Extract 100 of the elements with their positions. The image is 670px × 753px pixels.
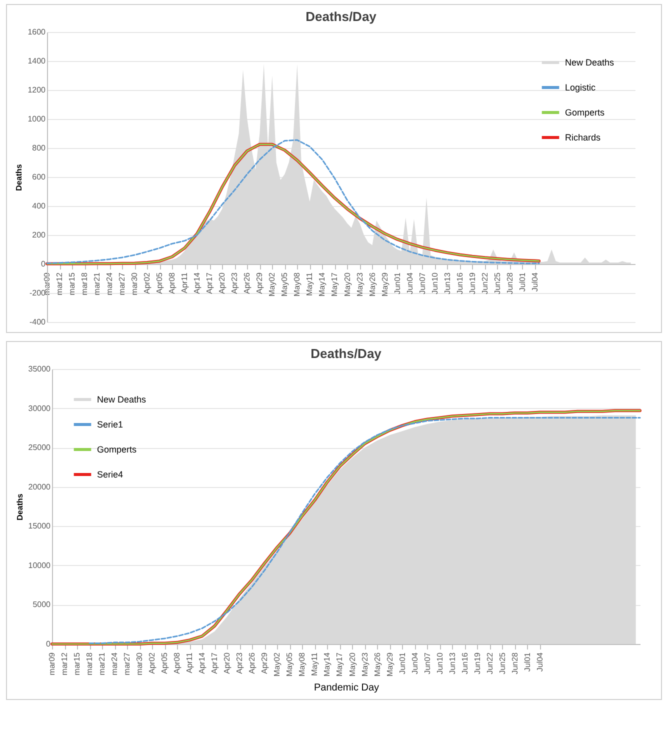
x-tick-label: Jun22 [480,272,490,294]
x-tick-label: Jun13 [448,652,457,674]
x-tick-label: Jun19 [472,652,482,674]
x-tick-label: mar21 [92,272,102,296]
x-tick-label: May20 [348,652,357,677]
x-tick-label: May29 [380,272,390,297]
x-tick-label: Apr23 [230,272,240,294]
y-tick-label: 0 [46,640,52,648]
y-tick-label: -400 [29,318,46,326]
x-tick-label: Jun07 [422,652,432,674]
y-tick-label: 20000 [28,482,52,492]
x-tick-label: mar12 [55,272,64,296]
x-tick-label: Apr11 [180,272,190,294]
x-tick-label: mar21 [98,652,107,676]
x-tick-label: mar30 [135,652,144,676]
x-tick-label: May29 [385,652,394,677]
x-tick-label: May08 [298,652,307,677]
legend-label: New Deaths [97,394,147,404]
x-tick-label: Jun01 [398,652,407,674]
y-tick-label: 1200 [28,86,46,94]
x-tick-label: May02 [272,652,282,677]
x-tick-label: mar24 [110,652,120,676]
y-tick-label: 5000 [32,600,52,610]
x-tick-label: May11 [305,272,314,296]
x-tick-label: Jun25 [492,272,502,294]
x-tick-label: Apr02 [142,272,152,294]
x-tick-label: Jun13 [442,272,452,294]
x-tick-label: Apr05 [160,652,170,674]
x-tick-label: Jul01 [518,272,527,292]
x-tick-label: Apr02 [148,652,157,674]
x-tick-label: Apr17 [205,272,214,294]
legend-label: Gomperts [565,108,606,118]
x-tick-label: May14 [318,272,327,297]
x-tick-label: May05 [280,272,290,297]
y-tick-label: 10000 [28,560,52,570]
x-tick-label: Apr14 [192,272,202,294]
x-tick-label: mar18 [80,272,90,296]
y-tick-label: -200 [29,288,46,298]
x-tick-label: Apr26 [242,272,252,294]
x-tick-label: Apr11 [185,652,194,674]
x-tick-label: Apr14 [198,652,207,674]
x-tick-label: May08 [292,272,302,297]
legend-label: Serie1 [97,420,124,430]
x-tick-label: May26 [368,272,377,297]
x-tick-label: Apr26 [248,652,257,674]
x-tick-label: Jun28 [510,652,520,674]
x-tick-label: May14 [322,652,332,677]
x-tick-label: mar18 [85,652,94,676]
y-tick-label: 400 [32,202,46,210]
x-tick-label: Apr23 [235,652,244,674]
x-tick-label: Apr08 [172,652,182,674]
chart-title: Deaths/Day [306,9,378,24]
x-tick-label: Jul01 [522,652,532,672]
x-tick-label: Apr29 [260,652,270,674]
chart-title: Deaths/Day [310,346,382,361]
y-tick-label: 30000 [28,404,52,413]
x-tick-label: Jun28 [505,272,514,294]
x-tick-label: May02 [268,272,277,297]
y-tick-label: 15000 [28,522,52,531]
y-tick-label: 800 [32,144,46,152]
x-tick-label: mar27 [118,272,127,296]
x-tick-label: May26 [372,652,382,677]
x-tick-label: Jun25 [498,652,507,674]
y-tick-label: 1600 [28,28,46,36]
x-tick-label: Jun22 [485,652,494,674]
x-tick-label: May20 [342,272,352,297]
y-tick-label: 35000 [28,364,52,374]
x-tick-label: May17 [335,652,344,677]
legend-label: Richards [565,132,602,142]
x-tick-label: Jun16 [460,652,470,674]
legend-label: New Deaths [565,58,615,68]
x-tick-label: Apr17 [210,652,220,674]
x-tick-label: Jun19 [468,272,477,294]
x-tick-label: Jun01 [392,272,402,294]
x-tick-label: Apr20 [218,272,227,294]
y-tick-label: 25000 [28,443,52,452]
y-tick-label: 200 [32,230,46,240]
x-tick-label: May23 [360,652,370,677]
x-tick-label: May17 [330,272,340,297]
x-tick-label: mar15 [68,272,77,296]
y-tick-label: 0 [41,260,46,268]
x-tick-label: mar24 [105,272,114,296]
x-tick-label: Jun04 [410,652,420,674]
y-tick-label: 1000 [28,114,46,124]
x-tick-label: May11 [310,652,320,676]
x-axis-title: Pandemic Day [314,682,380,694]
x-tick-label: mar30 [130,272,140,296]
x-tick-label: Jun10 [430,272,440,294]
x-tick-label: Apr29 [255,272,264,294]
y-tick-label: 1400 [28,56,46,66]
x-tick-label: mar09 [48,652,56,676]
x-tick-label: Jul04 [530,272,540,292]
legend-label: Serie4 [97,470,124,480]
x-tick-label: Jun07 [418,272,427,294]
y-axis-title: Deaths [15,493,24,520]
x-tick-label: Jul04 [535,652,544,672]
x-tick-label: mar12 [60,652,70,676]
x-tick-label: mar27 [122,652,132,676]
x-tick-label: mar15 [72,652,82,676]
x-tick-label: May05 [285,652,294,677]
